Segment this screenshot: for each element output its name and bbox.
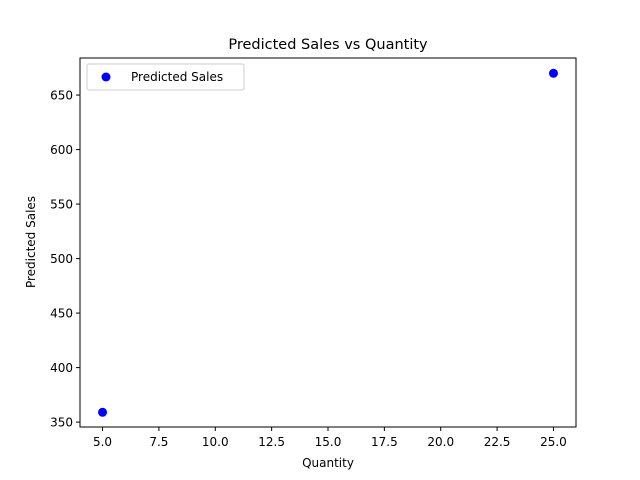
x-tick-label: 5.0 bbox=[93, 435, 112, 449]
x-tick-label: 20.0 bbox=[427, 435, 454, 449]
data-point bbox=[548, 68, 558, 78]
data-point bbox=[98, 407, 108, 417]
y-tick-label: 650 bbox=[50, 89, 73, 103]
y-tick-label: 450 bbox=[50, 307, 73, 321]
y-tick-label: 600 bbox=[50, 143, 73, 157]
legend-frame bbox=[86, 63, 245, 91]
legend-marker bbox=[101, 72, 111, 82]
y-tick-label: 400 bbox=[50, 361, 73, 375]
x-axis-title: Quantity bbox=[302, 456, 354, 470]
y-tick-label: 350 bbox=[50, 416, 73, 430]
plot-frame bbox=[79, 57, 577, 428]
x-tick-label: 15.0 bbox=[315, 435, 342, 449]
x-tick-label: 10.0 bbox=[202, 435, 229, 449]
x-tick-label: 17.5 bbox=[371, 435, 398, 449]
legend-label: Predicted Sales bbox=[131, 70, 223, 84]
y-tick-label: 500 bbox=[50, 252, 73, 266]
x-tick-label: 25.0 bbox=[540, 435, 567, 449]
x-axis: 5.0 7.5 10.0 12.5 15.0 17.5 20.0 22.5 25.0 bbox=[93, 427, 567, 449]
y-tick-label: 550 bbox=[50, 198, 73, 212]
y-axis-title: Predicted Sales bbox=[24, 196, 38, 288]
plot-area bbox=[79, 57, 577, 428]
x-tick-label: 7.5 bbox=[149, 435, 168, 449]
y-axis: 350 400 450 500 550 600 650 bbox=[50, 89, 80, 430]
x-tick-label: 12.5 bbox=[258, 435, 285, 449]
chart-title: Predicted Sales vs Quantity bbox=[228, 37, 428, 53]
data-points bbox=[98, 68, 558, 417]
x-tick-label: 22.5 bbox=[484, 435, 511, 449]
legend: Predicted Sales bbox=[86, 63, 245, 91]
